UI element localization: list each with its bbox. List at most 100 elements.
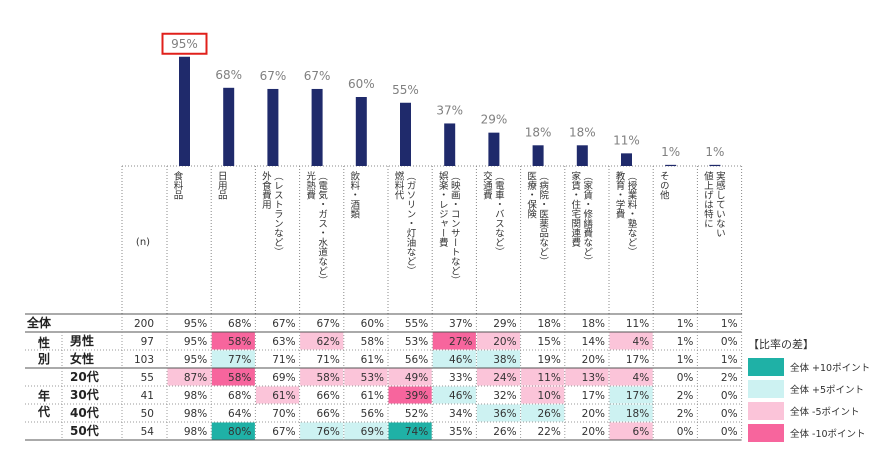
table-cell-shade	[300, 422, 344, 440]
table-cell: 36%	[493, 408, 516, 420]
table-cell: 98%	[184, 408, 207, 420]
table-cell: 64%	[228, 408, 251, 420]
row-label: 50代	[70, 423, 99, 438]
table-cell: 0%	[721, 336, 738, 348]
table-cell: 87%	[184, 372, 207, 384]
table-cell: 37%	[449, 318, 472, 330]
bar	[488, 132, 500, 166]
table-cell-shade	[211, 422, 255, 440]
table-cell: 69%	[361, 426, 384, 438]
bar-value-label: 1%	[661, 145, 680, 159]
table-cell: 15%	[537, 336, 560, 348]
table-cell: 95%	[184, 318, 207, 330]
table-cell: 27%	[449, 336, 472, 348]
legend-swatch	[748, 358, 784, 376]
table-cell: 2%	[677, 408, 694, 420]
table-cell: 38%	[493, 354, 516, 366]
table-cell: 0%	[721, 426, 738, 438]
row-n: 54	[141, 426, 155, 438]
table-cell: 24%	[493, 372, 516, 384]
table-cell: 10%	[537, 390, 560, 402]
table-cell-shade	[609, 332, 653, 350]
table-cell: 67%	[316, 318, 339, 330]
category-label: （家賃・修繕費など）	[581, 171, 593, 266]
table-cell: 29%	[493, 318, 516, 330]
table-cell: 39%	[405, 390, 428, 402]
table-cell-shade	[388, 386, 432, 404]
table-cell: 70%	[272, 408, 295, 420]
category-label: その他	[658, 171, 670, 200]
legend-item-minus5: 全体 -5ポイント	[748, 400, 884, 422]
table-cell: 20%	[582, 408, 605, 420]
table-cell-shade	[211, 332, 255, 350]
legend: 【比率の差】 全体 +10ポイント 全体 +5ポイント 全体 -5ポイント 全体…	[748, 336, 884, 444]
table-cell: 58%	[228, 372, 251, 384]
table-cell: 13%	[582, 372, 605, 384]
category-label: 実感していない	[714, 170, 726, 237]
table-cell: 58%	[316, 372, 339, 384]
legend-swatch	[748, 380, 784, 398]
bar-value-label: 1%	[705, 145, 724, 159]
table-cell: 1%	[677, 318, 694, 330]
table-cell-shade	[565, 368, 609, 386]
category-label: 交通費	[481, 170, 493, 200]
category-label: 値上げは特に	[702, 170, 714, 228]
category-label: 飲料・酒類	[348, 170, 360, 219]
table-cell: 1%	[721, 354, 738, 366]
bar	[665, 164, 677, 167]
table-cell: 4%	[633, 336, 650, 348]
table-cell: 11%	[537, 372, 560, 384]
table-cell: 1%	[677, 354, 694, 366]
table-cell: 17%	[626, 354, 649, 366]
row-group-label: 代	[37, 404, 50, 419]
table-cell: 35%	[449, 426, 472, 438]
bar	[355, 97, 367, 166]
bar	[444, 123, 456, 166]
table-cell-shade	[300, 332, 344, 350]
n-header: (n)	[136, 237, 150, 248]
table-cell: 49%	[405, 372, 428, 384]
legend-item-minus10: 全体 -10ポイント	[748, 422, 884, 444]
bar-value-label: 11%	[613, 133, 640, 147]
category-label: （映画・コンサートなど）	[449, 171, 461, 285]
bar-value-label: 67%	[304, 69, 331, 83]
table-cell: 0%	[677, 426, 694, 438]
table-cell: 0%	[721, 408, 738, 420]
table-cell: 62%	[316, 336, 339, 348]
category-label: 娯楽・レジャー費	[437, 170, 449, 248]
table-cell-shade	[609, 422, 653, 440]
table-cell: 68%	[228, 390, 251, 402]
table-cell: 66%	[316, 390, 339, 402]
table-cell: 33%	[449, 372, 472, 384]
table-cell: 76%	[316, 426, 339, 438]
category-label: 食料品	[172, 170, 184, 200]
legend-item-plus10: 全体 +10ポイント	[748, 356, 884, 378]
table-cell: 4%	[633, 372, 650, 384]
table-cell: 95%	[184, 336, 207, 348]
table-cell: 1%	[721, 318, 738, 330]
table-cell: 32%	[493, 390, 516, 402]
category-label: （電車・バスなど）	[493, 171, 505, 257]
table-cell-shade	[432, 350, 476, 368]
table-cell: 14%	[582, 336, 605, 348]
table-cell-shade	[432, 386, 476, 404]
row-label: 30代	[70, 387, 99, 402]
row-label: 男性	[70, 333, 94, 348]
table-cell-shade	[609, 368, 653, 386]
table-cell-shade	[521, 386, 565, 404]
table-cell: 61%	[272, 390, 295, 402]
category-label: 日用品	[216, 171, 228, 200]
table-cell: 66%	[316, 408, 339, 420]
table-cell-shade	[476, 350, 521, 368]
table-cell: 34%	[449, 408, 472, 420]
legend-item-plus5: 全体 +5ポイント	[748, 378, 884, 400]
bar	[621, 153, 632, 166]
row-group-label: 性	[37, 335, 50, 350]
legend-swatch	[748, 424, 784, 442]
table-cell: 17%	[582, 390, 605, 402]
highlight-box	[161, 32, 208, 55]
table-cell: 18%	[537, 318, 560, 330]
category-label: （レストランなど）	[272, 171, 284, 257]
table-cell-shade	[521, 404, 565, 422]
